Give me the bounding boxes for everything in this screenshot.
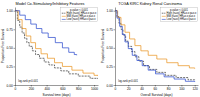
tick: 0.00 [106,84,115,88]
tick-label: 1000 [91,87,98,91]
tick-label: 1.00 [6,9,12,13]
tick-mark [114,66,116,67]
tick: 80 [167,85,171,91]
legend: p-value < 0.001High (n=xx) HR=x.x p=x.xM… [161,8,197,22]
annotation: log-rank p<0.001 [118,79,138,83]
y-axis: 0.00 0.25 0.50 0.75 1.00 [6,8,15,88]
tick-label: 120 [193,87,199,91]
tick: 1000 [91,85,98,91]
y-axis-line [115,8,116,86]
tick-label: 0.00 [6,84,12,88]
tick: 0.75 [6,28,15,32]
y-axis: 0.00 0.25 0.50 0.75 1.00 [106,8,115,88]
x-axis: 0 200 400 600 800 1000 [15,85,99,91]
tick-mark [14,66,16,67]
tick-mark [114,29,116,30]
tick-label: 20 [127,87,131,91]
panel: 0 200 400 600 800 1000 0.00 0.25 0.50 0.75 1.00Mod… [1,2,99,97]
tick-label: 0.25 [6,65,12,69]
tick: 600 [60,85,66,91]
y-axis-line [15,8,16,86]
survival-line [15,11,98,79]
tick: 0.00 [6,84,15,88]
legend-frame [161,8,197,22]
tick-label: 1.00 [106,9,112,13]
legend-swatch [62,19,66,20]
tick-mark [14,85,16,86]
tick: 0 [15,85,17,91]
legend-frame [61,8,97,22]
tick-label: 0.50 [6,46,12,50]
tick: 400 [44,85,50,91]
tick: 0 [115,85,117,91]
tick-label: 0.25 [106,65,112,69]
tick: 800 [76,85,82,91]
title: TCGA KIRC Kidney Renal Carcinoma [118,2,182,6]
tick: 0.50 [6,46,15,50]
tick-label: 200 [29,87,35,91]
x-axis-title: Overall Survival (days) [140,93,172,97]
tick-label: 400 [44,87,50,91]
tick: 100 [179,85,185,91]
tick-label: 40 [140,87,144,91]
tick-label: 0.00 [106,84,112,88]
tick-mark [114,48,116,49]
tick-mark [14,11,16,12]
tick: 0.75 [106,28,115,32]
tick-label: 0.50 [106,46,112,50]
legend-swatch [62,13,66,14]
tick-label: 800 [76,87,82,91]
legend: p-value < 0.001High (n=xx) HR=x.x p=x.xM… [61,8,97,22]
tick: 0.50 [106,46,115,50]
tick-label: 0 [115,87,117,91]
tick: 0.25 [106,65,115,69]
title: Model Co-Stimulatory/Inhibitory Features [15,2,84,6]
tick: 1.00 [6,9,15,13]
tick-label: 600 [60,87,66,91]
tick: 0.25 [6,65,15,69]
tick-label: 100 [179,87,185,91]
legend-swatch [162,16,166,17]
x-axis: 0 20 40 60 80 100 120 [115,85,199,91]
tick-label: 0.75 [106,28,112,32]
tick-label: 0 [15,87,17,91]
panel: 0 20 40 60 80 100 120 0.00 0.25 0.50 0.75 1.00 TCGA … [101,2,199,97]
tick: 120 [193,85,199,91]
y-axis-title: Proportion Free Survival [1,29,5,64]
tick-mark [114,11,116,12]
tick: 200 [29,85,35,91]
legend-entry: Low (n=xx) HR=x.x p=x.x [167,17,197,21]
tick-mark [14,29,16,30]
legend-swatch [162,19,166,20]
tick: 40 [140,85,144,91]
legend-swatch [162,13,166,14]
survival-line [15,11,98,76]
legend-entry: Low (n=xx) HR=x.x p=x.x [67,17,97,21]
legend-swatch [62,16,66,17]
plot-area [15,11,98,79]
tick-mark [114,85,116,86]
chart: 020040060080010000.000.250.500.751.00Mod… [0,0,200,97]
annotation: log-rank p<0.001 [18,79,38,83]
tick: 60 [154,85,158,91]
y-axis-title: Proportion Free Survival [101,29,105,64]
tick-label: 80 [167,87,171,91]
tick-label: 60 [154,87,158,91]
tick: 20 [127,85,131,91]
tick-label: 0.75 [6,28,12,32]
tick-mark [14,48,16,49]
tick: 1.00 [106,9,115,13]
x-axis-title: Survival time (days) [43,93,71,97]
